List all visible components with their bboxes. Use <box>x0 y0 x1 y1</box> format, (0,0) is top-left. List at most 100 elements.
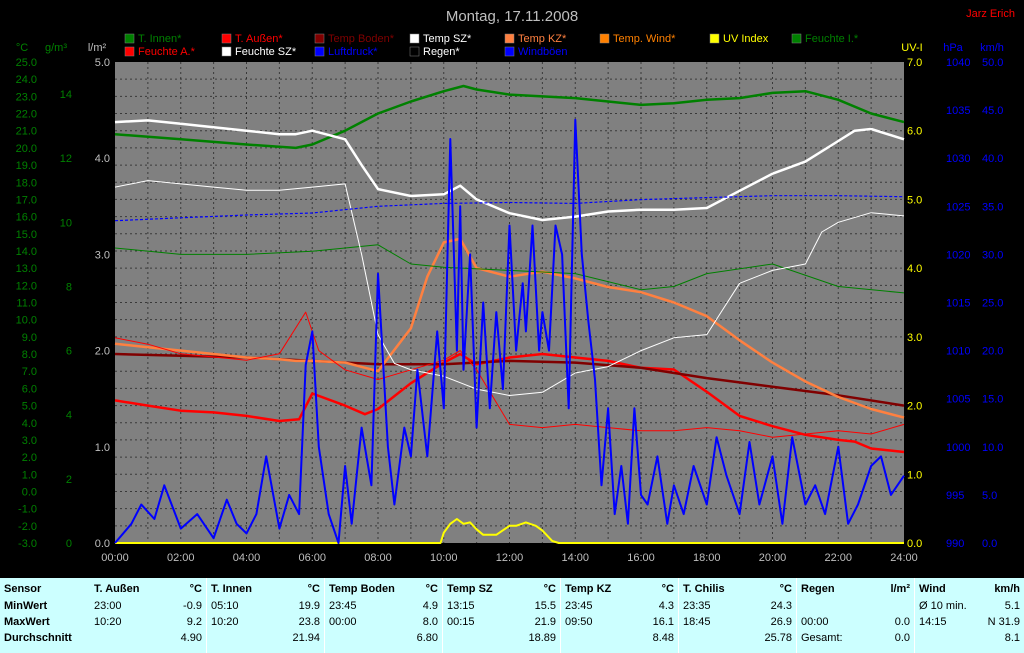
stats-max-value: 23.8 <box>298 616 320 628</box>
stats-col-unit: °C <box>543 583 556 595</box>
wind-tick-label: 50.0 <box>982 57 1003 69</box>
stats-min-time: 23:35 <box>683 600 711 612</box>
wind-tick-label: 35.0 <box>982 201 1003 213</box>
legend-item: Feuchte A.* <box>124 46 196 58</box>
stats-col-unit: °C <box>189 583 202 595</box>
legend-label: UV Index <box>723 33 769 45</box>
legend-swatch <box>409 46 420 57</box>
legend-label: Luftdruck* <box>328 46 378 58</box>
stats-min-time: 05:10 <box>211 600 239 612</box>
stats-min-value: 19.9 <box>298 600 320 612</box>
series-feuchte-sz <box>114 180 905 396</box>
x-tick-label: 24:00 <box>890 552 918 564</box>
stats-avg-value: 0.0 <box>894 632 910 644</box>
temp-tick-label: 8.0 <box>22 349 37 361</box>
x-tick-label: 12:00 <box>496 552 524 564</box>
stats-column: T. Innen °C 05:10 19.9 10:20 23.8 21.94 <box>206 578 324 653</box>
x-tick-label: 00:00 <box>101 552 129 564</box>
stats-max-time: 14:15 <box>919 616 947 628</box>
stats-column: Temp Boden °C 23:45 4.9 00:00 8.0 6.80 <box>324 578 442 653</box>
legend-item: Temp. Wind* <box>599 33 676 45</box>
series-feuchte-a <box>114 311 905 438</box>
unit-pressure: hPa <box>943 42 963 54</box>
stats-col-name: T. Innen <box>211 583 252 595</box>
pressure-tick-label: 1010 <box>946 346 970 358</box>
series-feuchte-i <box>114 244 905 294</box>
legend-label: Temp Boden* <box>328 33 395 45</box>
x-tick-label: 06:00 <box>298 552 326 564</box>
legend-item: Temp Boden* <box>314 33 395 45</box>
legend-label: Regen* <box>423 46 460 58</box>
stats-min-value: -0.9 <box>183 600 202 612</box>
stats-max-time: 10:20 <box>94 616 122 628</box>
stats-column: Regen l/m² 00:00 0.0 Gesamt: 0.0 <box>796 578 914 653</box>
stats-avg-value: 21.94 <box>292 632 320 644</box>
stats-min-time: 13:15 <box>447 600 475 612</box>
stats-max-value: 16.1 <box>652 616 674 628</box>
wind-tick-label: 30.0 <box>982 249 1003 261</box>
uv-tick-label: 6.0 <box>907 126 922 138</box>
stats-avg-label-cell <box>683 630 725 646</box>
legend-swatch <box>709 33 720 44</box>
series-windb-en <box>114 118 905 544</box>
x-tick-label: 22:00 <box>824 552 852 564</box>
pressure-tick-label: 1025 <box>946 201 970 213</box>
humidity-tick-label: 8 <box>66 281 72 293</box>
unit-rain: l/m² <box>88 42 107 54</box>
rain-tick-label: 0.0 <box>95 538 110 550</box>
stats-max-value: 0.0 <box>894 616 910 628</box>
uv-tick-label: 1.0 <box>907 469 922 481</box>
rain-tick-label: 1.0 <box>95 442 110 454</box>
humidity-tick-label: 2 <box>66 474 72 486</box>
wind-tick-label: 5.0 <box>982 490 997 502</box>
temp-tick-label: 5.0 <box>22 401 37 413</box>
wind-tick-label: 40.0 <box>982 153 1003 165</box>
pressure-tick-label: 990 <box>946 538 964 550</box>
unit-uv: UV-I <box>901 42 922 54</box>
stats-max-value: 26.9 <box>770 616 792 628</box>
legend-item: Feuchte SZ* <box>221 46 297 58</box>
stats-col-unit: l/m² <box>890 583 910 595</box>
stats-min-value: 24.3 <box>770 600 792 612</box>
legend-swatch <box>504 46 515 57</box>
rain-tick-label: 3.0 <box>95 249 110 261</box>
temp-tick-label: 15.0 <box>16 229 37 241</box>
wind-tick-label: 10.0 <box>982 442 1003 454</box>
stats-min-label: MinWert <box>4 600 48 612</box>
stats-col-name: Regen <box>801 583 835 595</box>
stats-sensor-header: Sensor <box>4 583 42 595</box>
stats-column: T. Chilis °C 23:35 24.3 18:45 26.9 25.78 <box>678 578 796 653</box>
legend-swatch <box>124 33 135 44</box>
stats-max-time: 00:15 <box>447 616 475 628</box>
legend-item: Feuchte I.* <box>791 33 859 45</box>
x-tick-label: 16:00 <box>627 552 655 564</box>
chart-title: Montag, 17.11.2008 <box>446 8 578 25</box>
x-tick-label: 08:00 <box>364 552 392 564</box>
stats-max-time: 10:20 <box>211 616 239 628</box>
stats-col-name: T. Außen <box>94 583 140 595</box>
series-t-innen <box>114 84 905 150</box>
stats-avg-label-cell <box>565 630 607 646</box>
stats-avg-value: 25.78 <box>764 632 792 644</box>
legend-label: Feuchte SZ* <box>235 46 297 58</box>
stats-column: Temp KZ °C 23:45 4.3 09:50 16.1 8.48 <box>560 578 678 653</box>
temp-tick-label: 25.0 <box>16 57 37 69</box>
temp-tick-label: 18.0 <box>16 177 37 189</box>
stats-col-name: T. Chilis <box>683 583 725 595</box>
stats-max-value: 9.2 <box>186 616 202 628</box>
stats-avg-label-cell <box>447 630 489 646</box>
series-temp-kz <box>114 237 905 419</box>
temp-tick-label: 3.0 <box>22 435 37 447</box>
stats-avg-label-cell <box>329 630 371 646</box>
temp-tick-label: 7.0 <box>22 366 37 378</box>
temp-tick-label: 19.0 <box>16 160 37 172</box>
temp-tick-label: -1.0 <box>18 504 37 516</box>
x-tick-label: 20:00 <box>759 552 787 564</box>
legend-label: Temp KZ* <box>518 33 567 45</box>
author-label: Jarz Erich <box>966 8 1015 20</box>
legend: T. Innen* T. Außen* Temp Boden* Temp SZ* Tem… <box>124 33 859 58</box>
x-tick-label: 04:00 <box>233 552 261 564</box>
stats-max-value: 21.9 <box>534 616 556 628</box>
temp-tick-label: 0.0 <box>22 486 37 498</box>
wind-tick-label: 20.0 <box>982 346 1003 358</box>
